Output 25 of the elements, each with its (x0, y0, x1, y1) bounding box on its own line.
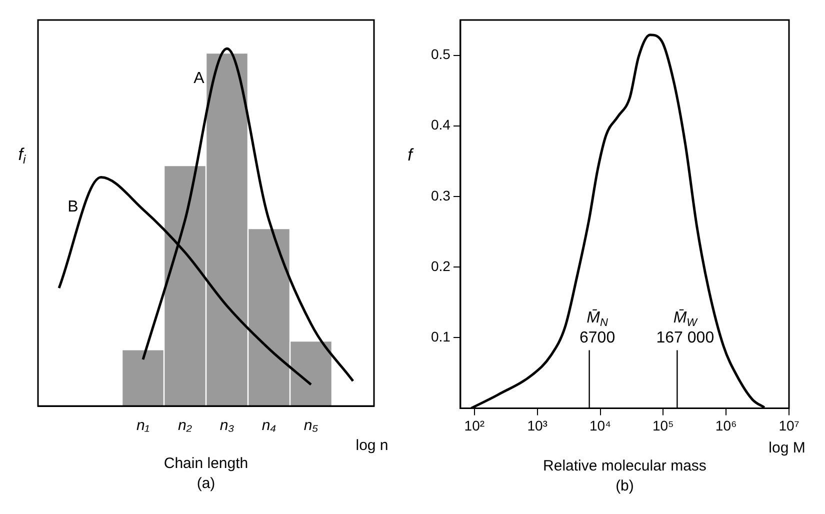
series-label: B (68, 198, 78, 216)
y-tick-label: 0.2 (430, 258, 451, 274)
series-label: A (194, 70, 205, 87)
y-axis-title: f (408, 146, 415, 165)
x-tick-label: 10² (464, 417, 485, 434)
x-tick-label: 10⁶ (715, 417, 737, 434)
x-tick-label: n₄ (262, 417, 276, 434)
y-tick-label: 0.5 (430, 46, 451, 62)
x-tick-label: n₁ (136, 417, 150, 434)
x-tick-label: 10⁷ (778, 417, 800, 434)
y-tick-label: 0.3 (430, 187, 451, 204)
text: (a) (196, 475, 216, 492)
y-tick-label: 0.4 (430, 116, 451, 133)
x-tick-label: 10⁵ (652, 417, 674, 434)
x-tick-label: n₅ (304, 417, 318, 434)
x-tick-label: 10⁴ (589, 417, 612, 434)
text: log n (356, 437, 388, 454)
x-axis-title: Chain length (164, 455, 248, 472)
text: (b) (616, 477, 634, 494)
x-tick-label: n₂ (178, 417, 192, 434)
y-tick-label: 0.1 (430, 328, 451, 344)
x-axis-title: Relative molecular mass (543, 457, 706, 474)
x-tick-label: 10³ (527, 417, 548, 434)
x-tick-label: n₃ (220, 417, 234, 434)
text: log M (768, 439, 806, 456)
